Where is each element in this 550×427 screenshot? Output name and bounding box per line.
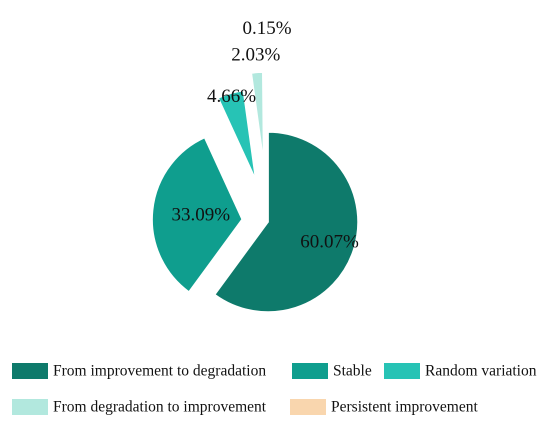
slice-label-random-variation: 4.66% <box>207 86 256 107</box>
legend-label-persistent-improvement: Persistent improvement <box>331 399 478 416</box>
legend-item-persistent-improvement: Persistent improvement <box>290 399 478 416</box>
pie-slice-random-variation <box>217 89 257 181</box>
pie-slices <box>151 71 359 313</box>
slice-label-from-improvement-to-degradation: 60.07% <box>300 232 359 253</box>
legend-swatch-persistent-improvement <box>290 399 326 415</box>
legend-label-from-improvement-to-degradation: From improvement to degradation <box>53 363 266 380</box>
legend-label-from-degradation-to-improvement: From degradation to improvement <box>53 399 267 416</box>
slice-label-from-degradation-to-improvement: 2.03% <box>231 45 280 66</box>
slice-label-stable: 33.09% <box>172 205 231 226</box>
legend: From improvement to degradation Stable Ran… <box>12 363 537 416</box>
legend-swatch-stable <box>292 363 328 379</box>
legend-item-random-variation: Random variation <box>384 363 537 380</box>
slice-labels: 60.07% 33.09% 4.66% 2.03% 0.15% <box>172 18 359 253</box>
legend-label-random-variation: Random variation <box>425 363 537 380</box>
legend-label-stable: Stable <box>333 363 372 380</box>
pie-slice-from-improvement-to-degradation <box>214 131 359 313</box>
legend-swatch-random-variation <box>384 363 420 379</box>
legend-item-stable: Stable <box>292 363 372 380</box>
slice-label-persistent-improvement: 0.15% <box>243 18 292 39</box>
legend-swatch-from-degradation-to-improvement <box>12 399 48 415</box>
pie-slice-persistent-improvement <box>266 131 269 223</box>
pie-slice-stable <box>151 136 243 293</box>
legend-swatch-from-improvement-to-degradation <box>12 363 48 379</box>
pie-slice-from-degradation-to-improvement <box>250 71 265 163</box>
legend-item-from-improvement-to-degradation: From improvement to degradation <box>12 363 266 380</box>
legend-item-from-degradation-to-improvement: From degradation to improvement <box>12 399 267 416</box>
